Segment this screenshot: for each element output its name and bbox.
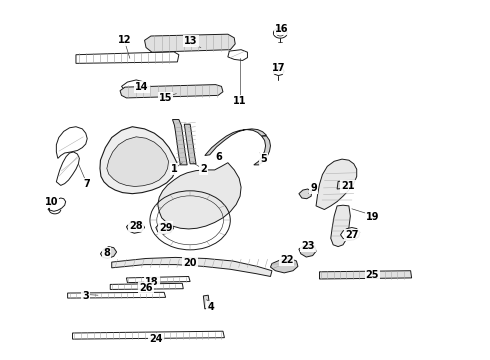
Text: 16: 16 — [275, 24, 289, 34]
Text: 25: 25 — [366, 270, 379, 280]
Polygon shape — [110, 283, 183, 289]
Text: 8: 8 — [103, 248, 110, 258]
Polygon shape — [158, 163, 241, 229]
Polygon shape — [156, 222, 173, 234]
Polygon shape — [331, 205, 350, 247]
Text: 24: 24 — [149, 334, 163, 344]
Polygon shape — [228, 50, 247, 60]
Polygon shape — [126, 221, 145, 233]
Text: 15: 15 — [159, 93, 172, 103]
Polygon shape — [270, 258, 298, 273]
Polygon shape — [73, 331, 224, 339]
Polygon shape — [299, 244, 316, 257]
Polygon shape — [203, 295, 210, 309]
Text: 7: 7 — [84, 179, 91, 189]
Text: 23: 23 — [301, 240, 315, 251]
Polygon shape — [172, 120, 187, 165]
Polygon shape — [254, 136, 270, 165]
Polygon shape — [56, 152, 79, 185]
Polygon shape — [319, 271, 412, 279]
Polygon shape — [100, 127, 177, 194]
Polygon shape — [56, 127, 87, 158]
Text: 3: 3 — [82, 291, 89, 301]
Text: 9: 9 — [310, 183, 317, 193]
Polygon shape — [337, 181, 348, 189]
Polygon shape — [273, 67, 284, 76]
Text: 27: 27 — [345, 230, 359, 240]
Polygon shape — [316, 159, 357, 210]
Text: 11: 11 — [233, 96, 247, 106]
Text: 18: 18 — [145, 276, 159, 287]
Polygon shape — [120, 85, 223, 98]
Text: 5: 5 — [260, 154, 267, 164]
Text: 2: 2 — [200, 164, 207, 174]
Text: 19: 19 — [366, 212, 379, 222]
Text: 12: 12 — [118, 35, 132, 45]
Text: 10: 10 — [45, 197, 58, 207]
Polygon shape — [145, 34, 235, 52]
Text: 22: 22 — [280, 255, 294, 265]
Polygon shape — [100, 247, 117, 258]
Polygon shape — [122, 80, 148, 94]
Text: 14: 14 — [135, 82, 149, 92]
Text: 17: 17 — [271, 63, 285, 73]
Polygon shape — [48, 198, 66, 211]
Polygon shape — [341, 228, 360, 240]
Polygon shape — [205, 129, 267, 156]
Polygon shape — [76, 52, 179, 63]
Text: 4: 4 — [207, 302, 214, 312]
Polygon shape — [184, 124, 196, 164]
Text: 20: 20 — [183, 258, 197, 268]
Polygon shape — [112, 257, 272, 276]
Text: 6: 6 — [215, 152, 222, 162]
Polygon shape — [299, 189, 312, 199]
Polygon shape — [107, 137, 169, 186]
Polygon shape — [68, 292, 166, 298]
Text: 13: 13 — [184, 36, 198, 46]
Text: 28: 28 — [129, 221, 143, 231]
Polygon shape — [126, 276, 190, 283]
Text: 21: 21 — [341, 181, 355, 192]
Text: 1: 1 — [171, 164, 177, 174]
Text: 29: 29 — [159, 222, 172, 233]
Text: 26: 26 — [139, 283, 153, 293]
